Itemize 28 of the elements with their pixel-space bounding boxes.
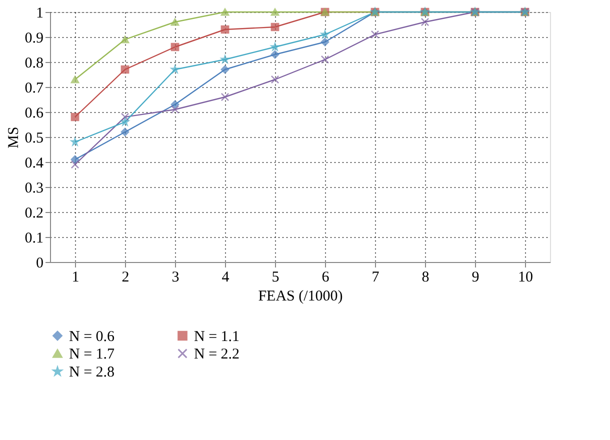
x-tick-label: 3 [172,270,180,286]
legend-label: N = 2.8 [69,364,115,380]
x-tick-label: 10 [518,270,533,286]
x-axis-title: FEAS (/1000) [258,288,343,304]
y-tick-label: 0.8 [24,56,44,72]
x-tick-label: 6 [322,270,330,286]
y-tick-label: 0 [36,256,44,272]
y-axis-title: MS [6,126,22,148]
x-tick-label: 1 [72,270,80,286]
y-tick-label: 0.7 [24,80,44,96]
y-tick-label: 0.1 [24,230,44,246]
x-tick-label: 2 [122,270,130,286]
legend-label: N = 1.7 [69,346,116,362]
y-tick-label: 0.2 [24,206,44,222]
x-tick-label: 9 [472,270,480,286]
y-tick-label: 0.5 [24,130,44,146]
y-tick-label: 0.4 [24,156,44,172]
legend-label: N = 2.2 [194,346,240,362]
x-tick-label: 7 [372,270,380,286]
y-tick-label: 0.3 [24,180,44,196]
y-tick-label: 0.6 [24,106,44,122]
x-tick-label: 4 [222,270,230,286]
legend-label: N = 0.6 [69,328,116,345]
y-tick-label: 1 [36,6,44,22]
legend-label: N = 1.1 [194,328,240,345]
x-tick-label: 8 [422,270,430,286]
x-tick-label: 5 [272,270,280,286]
y-tick-label: 0.9 [24,30,44,46]
